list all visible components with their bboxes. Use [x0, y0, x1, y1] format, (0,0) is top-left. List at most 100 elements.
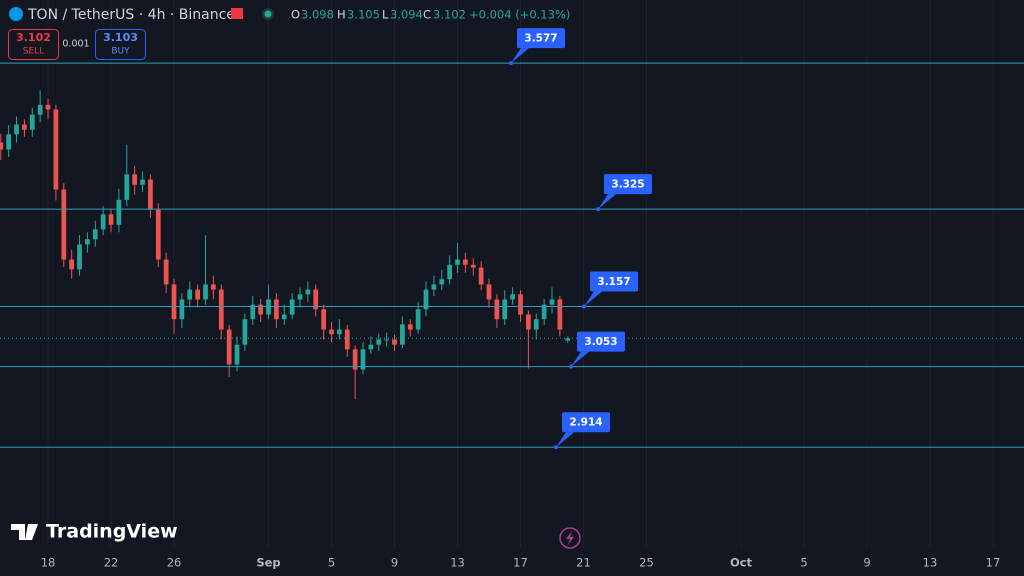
candle-body [226, 329, 232, 365]
label-pointer [511, 48, 529, 64]
sell-label: SELL [23, 47, 44, 57]
label-anchor [554, 445, 558, 450]
candle-body [392, 339, 397, 345]
x-tick-label: 13 [923, 556, 938, 570]
ohlc-high: 3.105 [347, 8, 380, 22]
price-line-label: 3.053 [584, 336, 617, 348]
candle-body [37, 104, 43, 115]
candle-body [321, 309, 327, 330]
label-anchor [596, 207, 600, 212]
label-box [562, 412, 610, 433]
label-pointer [571, 351, 589, 367]
candle-body [368, 344, 374, 350]
x-tick-label: 5 [800, 556, 807, 570]
candle-body [124, 174, 130, 200]
candle-body [22, 124, 27, 130]
price-line-label: 2.914 [569, 417, 602, 429]
label-pointer [584, 291, 602, 307]
candle-body [463, 259, 468, 265]
sell-button[interactable] [8, 29, 59, 60]
candle-body [195, 289, 201, 300]
candle-body [116, 199, 122, 225]
candle-body [494, 299, 500, 320]
candle-body [400, 324, 405, 345]
candle-body [179, 299, 185, 320]
symbol-title: TON / TetherUS · 4h · Binance [27, 7, 235, 23]
candle-body [6, 134, 12, 150]
candle-body [187, 289, 193, 300]
candle-body [218, 289, 224, 330]
candle-body [565, 338, 571, 341]
price-line-label: 3.157 [597, 276, 630, 288]
candle-body [140, 179, 145, 185]
label-pointer [598, 194, 616, 210]
ohlc-key: C [423, 8, 431, 22]
candle-body [337, 329, 342, 335]
candle-body [14, 124, 19, 135]
ohlc-change: +0.004 (+0.13%) [469, 8, 570, 22]
candle-body [305, 289, 311, 295]
candle-body [549, 299, 555, 305]
candle-body [486, 284, 492, 300]
buy-label: BUY [111, 47, 130, 57]
candle-body [423, 289, 429, 310]
candle-body [376, 339, 382, 345]
ohlc-low: 3.094 [390, 8, 423, 22]
candle-body [155, 209, 161, 260]
label-anchor [582, 304, 586, 309]
x-tick-label: 22 [104, 556, 119, 570]
candle-body [163, 259, 169, 285]
buy-price: 3.103 [103, 31, 138, 44]
x-tick-label: 21 [576, 556, 591, 570]
x-tick-label: 9 [863, 556, 870, 570]
candle-body [439, 279, 445, 285]
candle-body [502, 299, 508, 320]
candle-body [431, 284, 437, 290]
candle-body [69, 259, 75, 270]
candle-body [478, 267, 484, 285]
candle-body [297, 294, 303, 300]
label-anchor [569, 364, 573, 369]
candle-body [234, 344, 240, 365]
candle-body [455, 259, 460, 265]
candle-body [0, 142, 4, 150]
candle-body [61, 189, 67, 260]
coin-icon [9, 7, 23, 21]
candle-body [148, 179, 153, 210]
candle-body [211, 284, 216, 290]
candle-body [384, 339, 390, 341]
candle-body [344, 329, 350, 350]
candle-body [415, 309, 421, 330]
ohlc-key: O [291, 8, 300, 22]
x-tick-label: 9 [391, 556, 398, 570]
candle-body [132, 174, 138, 185]
candle-body [526, 314, 531, 330]
candle-body [85, 239, 90, 245]
ohlc-key: H [337, 8, 346, 22]
x-tick-label: 18 [41, 556, 56, 570]
candle-body [281, 314, 287, 320]
candle-body [407, 324, 413, 330]
x-tick-label: 13 [450, 556, 465, 570]
ohlc-open: 3.098 [301, 8, 334, 22]
events-bolt [566, 531, 574, 545]
candle-body [53, 109, 59, 190]
buy-button[interactable] [95, 29, 146, 60]
trade-buttons: 3.102 SELL 0.001 3.103 BUY [8, 29, 146, 60]
brand: TradingView [11, 521, 178, 543]
grid [47, 0, 994, 548]
candle-body [203, 284, 208, 300]
label-box [517, 28, 565, 49]
x-tick-label: Sep [256, 556, 280, 570]
label-box [604, 174, 652, 195]
flag-icon[interactable] [231, 8, 243, 19]
x-tick-label: Oct [730, 556, 753, 570]
candle-body [171, 284, 177, 320]
candle-body [329, 329, 334, 335]
candle-body [258, 304, 264, 315]
candle-body [557, 299, 563, 330]
events-icon[interactable] [559, 527, 581, 549]
candle-body [29, 114, 35, 130]
plot-area: 3.577 3.325 3.157 3.053 2.914 [0, 28, 1024, 450]
candle-body [533, 319, 539, 330]
